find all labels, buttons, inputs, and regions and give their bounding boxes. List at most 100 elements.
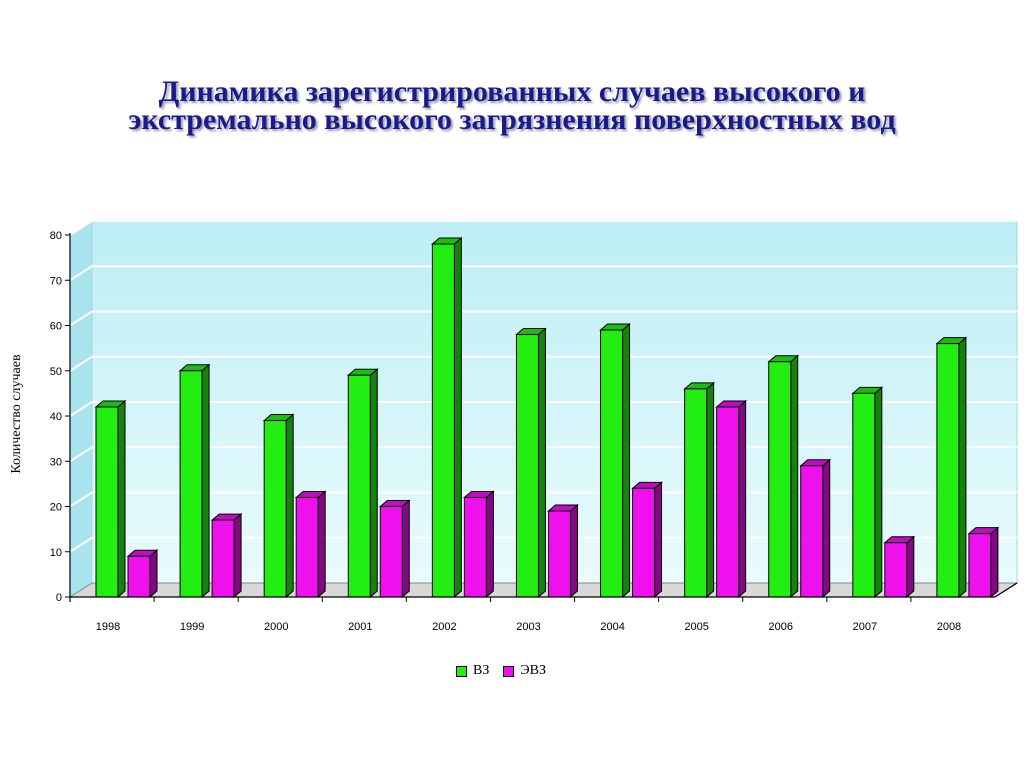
- bar-side: [317, 490, 326, 599]
- bar-side: [706, 381, 715, 599]
- bar-front: [968, 533, 992, 598]
- bar-evz: [126, 549, 159, 599]
- bar-side: [369, 368, 378, 599]
- bar-side: [958, 336, 967, 599]
- bar-front: [179, 370, 203, 598]
- legend-label-evz: ЭВЗ: [520, 663, 546, 678]
- bar-side: [401, 499, 410, 599]
- x-tick-label: 2000: [264, 621, 288, 633]
- bar-front: [263, 420, 287, 598]
- chart-title-line1: Динамика зарегистрированных случаев высо…: [158, 75, 866, 108]
- bar-front: [800, 465, 824, 598]
- legend-label-vz: ВЗ: [473, 663, 490, 678]
- bar-evz: [799, 458, 832, 599]
- bar-vz: [935, 336, 968, 599]
- bar-front: [463, 496, 487, 598]
- bar-evz: [463, 490, 495, 599]
- bar-side: [485, 490, 494, 599]
- bar-evz: [715, 399, 747, 599]
- y-tick-label: 50: [50, 366, 62, 378]
- bar-evz: [210, 512, 243, 599]
- bar-side: [453, 236, 462, 599]
- x-tick-label: 1998: [96, 621, 120, 633]
- bar-front: [211, 519, 235, 598]
- y-tick-label: 10: [50, 547, 62, 559]
- chart-title-line2: экстремально высокого загрязнения поверх…: [128, 103, 896, 136]
- bar-front: [295, 496, 319, 598]
- bar-evz: [631, 481, 663, 599]
- legend: ВЗ ЭВЗ: [456, 663, 560, 679]
- gridline: [69, 265, 1017, 282]
- bar-front: [684, 388, 708, 598]
- bar-side: [149, 549, 158, 599]
- bar-side: [622, 322, 631, 599]
- bar-front: [600, 329, 624, 598]
- x-tick-label: 2003: [516, 621, 540, 633]
- y-tick-label: 30: [50, 456, 62, 468]
- bar-vz: [851, 386, 884, 599]
- bar-evz: [967, 526, 1000, 599]
- y-tick-label: 0: [56, 592, 62, 604]
- y-axis-title: Количество случаев: [9, 354, 24, 474]
- bar-side: [201, 363, 210, 599]
- bar-vz: [599, 322, 631, 599]
- bar-vz: [346, 368, 379, 599]
- floor-edge: [994, 582, 1018, 598]
- bar-front: [936, 343, 960, 598]
- x-tick-label: 2004: [600, 621, 624, 633]
- legend-item-vz: ВЗ: [456, 663, 489, 679]
- bar-vz: [178, 363, 211, 599]
- x-tick-label: 1999: [180, 621, 204, 633]
- bar-side: [822, 458, 831, 599]
- bar-side: [790, 354, 799, 599]
- bar-front: [884, 542, 908, 598]
- bar-side: [117, 399, 126, 599]
- bar-front: [768, 361, 792, 598]
- x-tick-label: 2002: [432, 621, 456, 633]
- bar-front: [431, 243, 455, 598]
- bar-front: [95, 406, 119, 598]
- bar-front: [632, 487, 656, 598]
- x-tick-label: 2007: [853, 621, 877, 633]
- bar-side: [906, 535, 915, 599]
- legend-swatch-evz: [503, 665, 515, 677]
- bar-front: [127, 555, 151, 598]
- bar-side: [285, 413, 294, 599]
- bar-front: [852, 392, 876, 598]
- y-tick-label: 20: [50, 502, 62, 514]
- bar-front: [547, 510, 571, 598]
- bar-side: [233, 512, 242, 599]
- bar-vz: [515, 327, 547, 599]
- bar-evz: [883, 535, 916, 599]
- x-tick-label: 2008: [937, 621, 961, 633]
- legend-item-evz: ЭВЗ: [503, 663, 546, 679]
- bar-vz: [262, 413, 295, 599]
- bar-side: [990, 526, 999, 599]
- x-tick-label: 2006: [769, 621, 793, 633]
- bar-vz: [683, 381, 715, 599]
- y-tick-label: 80: [50, 230, 62, 242]
- bar-side: [654, 481, 663, 599]
- bar-evz: [294, 490, 327, 599]
- x-tick-label: 2001: [348, 621, 372, 633]
- bar-evz: [547, 503, 579, 599]
- bar-front: [347, 374, 371, 598]
- x-tick-label: 2005: [684, 621, 708, 633]
- bar-vz: [431, 236, 463, 599]
- bar-vz: [767, 354, 800, 599]
- bar-vz: [94, 399, 127, 599]
- bar-side: [738, 399, 747, 599]
- chart-title: Динамика зарегистрированных случаев высо…: [0, 75, 1024, 136]
- bar-side: [569, 503, 578, 599]
- bar-front: [515, 334, 539, 598]
- bar-side: [874, 386, 883, 599]
- gridline: [69, 355, 1017, 372]
- y-tick-label: 70: [50, 275, 62, 287]
- bar-front: [379, 506, 403, 598]
- bar-front: [716, 406, 740, 598]
- bar-evz: [378, 499, 411, 599]
- bar-side: [537, 327, 546, 599]
- gridline: [69, 310, 1017, 327]
- gridline: [69, 220, 1017, 236]
